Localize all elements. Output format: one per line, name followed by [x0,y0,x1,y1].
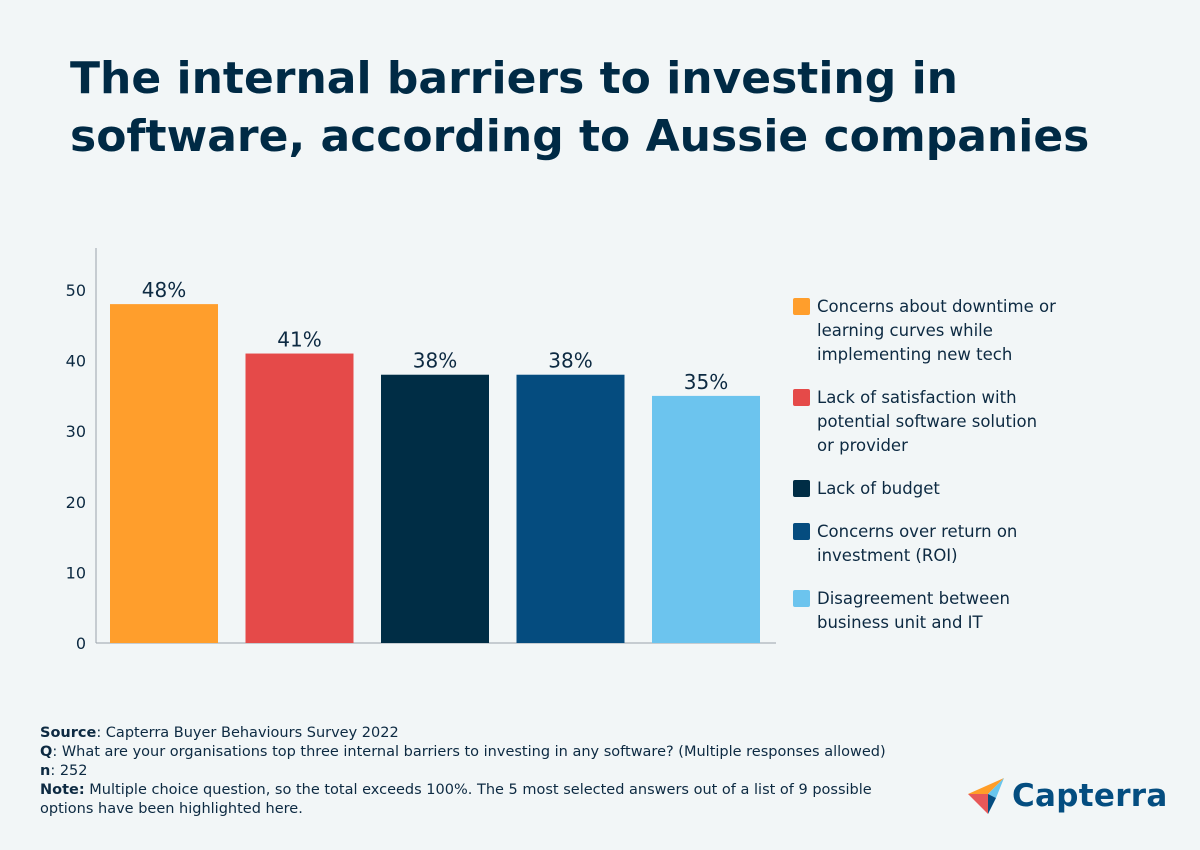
legend-item: Concerns about downtime or learning curv… [793,295,1083,367]
bar-data-label: 38% [413,349,457,373]
legend-item: Disagreement between business unit and I… [793,587,1083,635]
sample-size-line: n: 252 [40,762,920,781]
bar [110,304,218,643]
bar-data-label: 48% [142,278,186,302]
y-tick-label: 20 [66,493,86,512]
question-key: Q [40,744,53,760]
note-key: Note: [40,782,85,798]
note-text: Multiple choice question, so the total e… [40,782,872,817]
bar [516,374,625,643]
bar [381,374,489,643]
chart-data-labels: 48% 41% 38% 38% 35% [142,278,728,394]
legend-label: Lack of budget [817,479,940,498]
chart-legend: Concerns about downtime or learning curv… [793,295,1083,635]
bar-data-label: 41% [277,328,321,352]
legend-item: Lack of satisfaction with potential soft… [793,386,1083,458]
chart-title-line-2: software, according to Aussie companies [70,111,1090,162]
question-text: : What are your organisations top three … [52,744,886,760]
chart-title: The internal barriers to investing in so… [70,50,1150,166]
bar-data-label: 35% [684,370,728,394]
y-tick-label: 30 [66,422,86,441]
legend-label: Concerns about downtime or learning curv… [817,297,1056,364]
legend-label: Disagreement between business unit and I… [817,589,1010,632]
question-line: Q: What are your organisations top three… [40,743,920,762]
legend-label: Concerns over return on investment (ROI) [817,522,1018,565]
legend-swatch [793,523,810,540]
legend-item: Lack of budget [793,477,1083,501]
legend-swatch [793,298,810,315]
capterra-wordmark: Capterra [1012,778,1168,814]
bar [652,395,760,643]
y-tick-label: 10 [66,563,86,582]
source-key: Source [40,725,97,741]
bar-data-label: 38% [548,349,592,373]
legend-swatch [793,590,810,607]
legend-label: Lack of satisfaction with potential soft… [817,388,1038,455]
capterra-arrow-icon [968,778,1004,814]
chart-axes: 0 10 20 30 40 50 [66,248,776,653]
legend-swatch [793,480,810,497]
y-tick-label: 50 [66,281,86,300]
sample-size-text: : 252 [50,763,88,779]
y-tick-label: 40 [66,352,86,371]
capterra-logo: Capterra [966,776,1168,816]
source-text: : Capterra Buyer Behaviours Survey 2022 [96,725,399,741]
bar [245,353,354,643]
y-tick-label: 0 [76,634,86,653]
chart-bars [110,304,760,643]
note-line: Note: Multiple choice question, so the t… [40,781,920,819]
chart-footer: Source: Capterra Buyer Behaviours Survey… [40,724,920,819]
chart-title-line-1: The internal barriers to investing in [70,53,958,104]
legend-item: Concerns over return on investment (ROI) [793,520,1083,568]
legend-swatch [793,389,810,406]
sample-size-key: n [40,763,51,779]
source-line: Source: Capterra Buyer Behaviours Survey… [40,724,920,743]
